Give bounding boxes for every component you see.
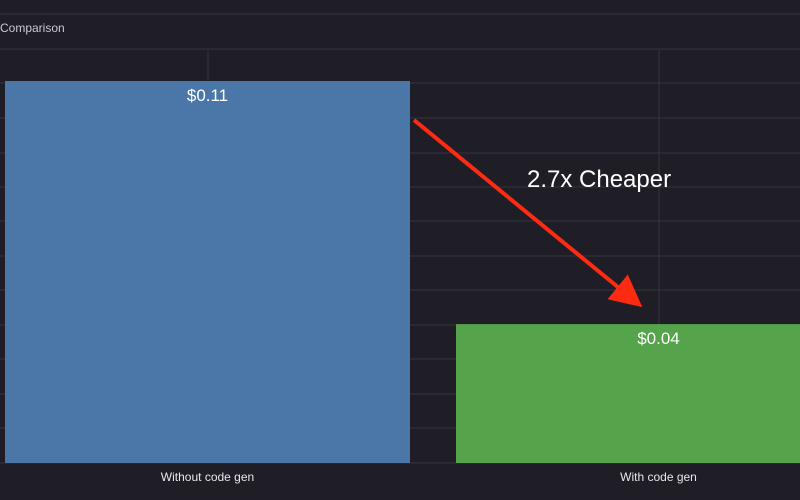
- x-tick-label: With code gen: [620, 470, 697, 484]
- annotation-text: 2.7x Cheaper: [527, 166, 671, 193]
- bar-without-code-gen: [5, 81, 410, 463]
- x-tick-label: Without code gen: [161, 470, 254, 484]
- bar-with-code-gen: [456, 324, 800, 463]
- bars: [5, 81, 800, 463]
- chart-title: Comparison: [0, 21, 65, 35]
- x-tick-labels: Without code gen With code gen: [161, 470, 697, 484]
- annotation-arrow: [412, 118, 643, 308]
- value-label: $0.11: [187, 86, 228, 105]
- value-labels: $0.11 $0.04: [187, 86, 680, 348]
- value-label: $0.04: [637, 329, 680, 348]
